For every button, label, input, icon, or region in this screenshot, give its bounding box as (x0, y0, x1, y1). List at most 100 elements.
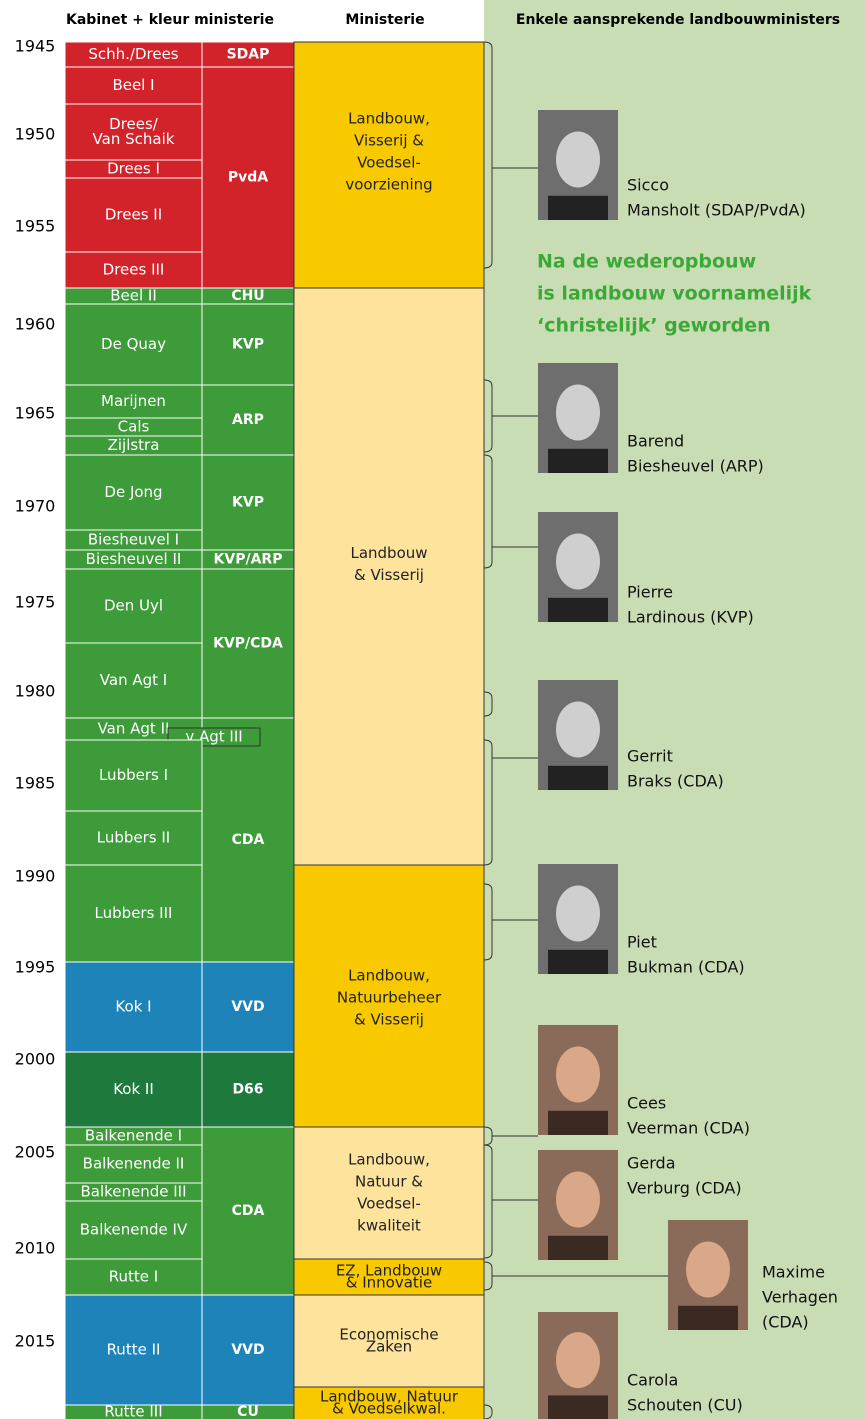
note: ‘christelijk’ geworden (537, 315, 771, 337)
ministry-label: Voedsel- (357, 1195, 421, 1213)
cabinet-label: Lubbers III (95, 904, 173, 922)
infographic: Kabinet + kleur ministerie Ministerie En… (0, 0, 865, 1419)
photo-face (556, 702, 600, 758)
party-label: CDA (232, 1203, 265, 1219)
minister-name: Mansholt (SDAP/PvdA) (627, 201, 806, 220)
cabinet-label: Zijlstra (108, 436, 160, 454)
year-label: 2015 (15, 1332, 56, 1351)
photo-face (556, 1172, 600, 1228)
cabinet-label: Den Uyl (104, 597, 163, 615)
cabinet-label: Drees III (103, 261, 165, 279)
cabinet-label: Kok II (113, 1080, 154, 1098)
party-label: SDAP (227, 47, 270, 63)
party-label: D66 (232, 1082, 263, 1098)
photo-body (548, 196, 608, 220)
year-label: 1955 (15, 217, 56, 236)
cabinet-label: Lubbers I (99, 766, 168, 784)
minister-name: (CDA) (762, 1313, 809, 1332)
cabinet-label: Lubbers II (97, 829, 170, 847)
photo-face (686, 1242, 730, 1298)
year-label: 1965 (15, 404, 56, 423)
minister-name: Sicco (627, 176, 669, 195)
minister-name: Carola (627, 1371, 678, 1390)
party-label: KVP (232, 337, 264, 353)
party-label: VVD (231, 999, 264, 1015)
photo-body (548, 950, 608, 974)
cabinet-label: Balkenende IV (80, 1221, 188, 1239)
photo-face (556, 1332, 600, 1388)
minister-name: Verburg (CDA) (627, 1179, 742, 1198)
year-label: 1985 (15, 774, 56, 793)
year-label: 1970 (15, 497, 56, 516)
ministry-label: voorziening (345, 176, 432, 194)
cabinet-label: Rutte I (109, 1268, 158, 1286)
photo-body (548, 1111, 608, 1135)
cabinet-label: Cals (118, 418, 150, 436)
cabinet-label: Van Schaik (93, 130, 175, 148)
minister-name: Gerda (627, 1154, 676, 1173)
year-label: 1945 (15, 37, 56, 56)
ministry-label: Landbouw (350, 544, 427, 562)
ministry-label: Landbouw, (348, 967, 430, 985)
party-label: CU (237, 1404, 259, 1419)
minister-name: Schouten (CU) (627, 1396, 743, 1415)
ministry-block (294, 1127, 484, 1259)
cabinet-label: Drees I (107, 160, 160, 178)
cabinet-label: Beel II (110, 287, 157, 305)
photo-face (556, 1047, 600, 1103)
year-label: 2010 (15, 1239, 56, 1258)
note: Na de wederopbouw (537, 251, 756, 273)
cabinet-label: Van Agt II (98, 720, 170, 738)
header: Enkele aansprekende landbouwministers (516, 12, 840, 28)
party-label: VVD (231, 1342, 264, 1358)
cabinet-label: Balkenende III (80, 1183, 186, 1201)
photo-face (556, 132, 600, 188)
cabinet-label: Biesheuvel I (88, 531, 179, 549)
year-label: 1950 (15, 125, 56, 144)
minister-name: Veerman (CDA) (627, 1119, 750, 1138)
cabinet-label: Drees II (105, 206, 162, 224)
cabinet-label: Rutte II (107, 1341, 161, 1359)
party-label: ARP (232, 412, 264, 428)
year-label: 1995 (15, 958, 56, 977)
note: is landbouw voornamelijk (537, 283, 812, 305)
ministry-label: Landbouw, (348, 1151, 430, 1169)
header: Kabinet + kleur ministerie (66, 12, 274, 28)
year-label: 1960 (15, 315, 56, 334)
minister-name: Bukman (CDA) (627, 958, 745, 977)
party-label: KVP/ARP (214, 552, 283, 568)
cabinet-label: Schh./Drees (88, 45, 178, 63)
year-label: 1975 (15, 593, 56, 612)
photo-face (556, 534, 600, 590)
cabinet-label: De Jong (104, 483, 162, 501)
ministry-label: Voedsel- (357, 154, 421, 172)
ministry-label: Zaken (366, 1338, 412, 1356)
photo-body (548, 766, 608, 790)
cabinet-label: Balkenende I (85, 1127, 182, 1145)
ministry-label: kwaliteit (357, 1217, 421, 1235)
minister-name: Lardinous (KVP) (627, 608, 754, 627)
cabinet-label: Kok I (115, 998, 151, 1016)
cabinet-label: Balkenende II (83, 1155, 185, 1173)
party-label: KVP (232, 495, 264, 511)
party-label: CHU (231, 288, 264, 304)
photo-body (548, 598, 608, 622)
minister-name: Pierre (627, 583, 673, 602)
year-label: 2005 (15, 1143, 56, 1162)
ministry-label: Natuur & (355, 1173, 423, 1191)
photo-body (678, 1306, 738, 1330)
ministry-label: Landbouw, (348, 110, 430, 128)
cabinet-label: De Quay (101, 335, 166, 353)
year-label: 1980 (15, 682, 56, 701)
photo-body (548, 1395, 608, 1419)
minister-name: Braks (CDA) (627, 772, 724, 791)
minister-name: Barend (627, 432, 684, 451)
ministry-label: & Voedselkwal. (332, 1400, 446, 1418)
minister-name: Cees (627, 1094, 666, 1113)
ministry-label: & Visserij (354, 1011, 424, 1029)
minister-name: Gerrit (627, 747, 673, 766)
party-label: PvdA (228, 170, 268, 186)
cabinet-label: Biesheuvel II (86, 550, 182, 568)
ministry-label: & Visserij (354, 566, 424, 584)
minister-name: Biesheuvel (ARP) (627, 457, 764, 476)
